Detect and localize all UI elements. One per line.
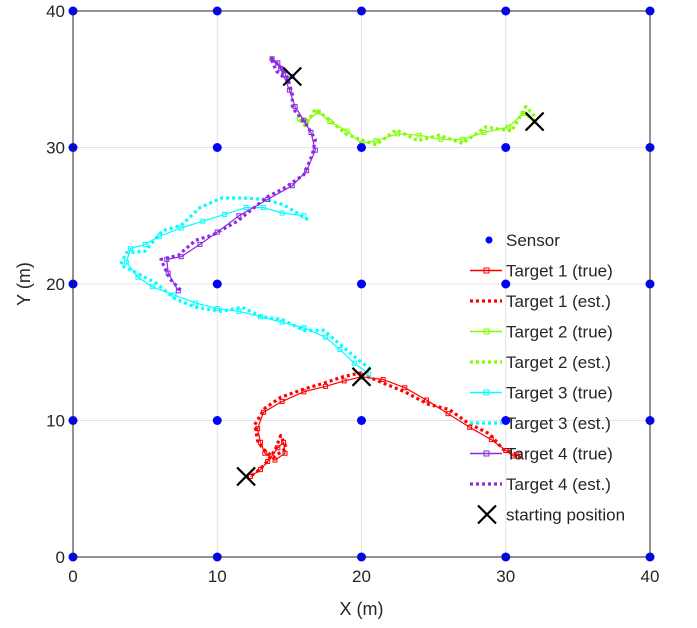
legend: Sensor Target 1 (true) Target 1 (est.) Targ… (470, 231, 625, 525)
y-tick-label: 30 (46, 139, 65, 158)
legend-cross-icon (477, 504, 497, 525)
target-2-true-marker (438, 136, 444, 142)
target-1-true-marker (359, 374, 364, 380)
x-axis-label: X (m) (340, 599, 384, 619)
target-1-true-marker (402, 385, 408, 391)
target-3-true-marker (128, 246, 134, 252)
target-3-true-marker (366, 371, 372, 377)
legend-target-4-true-marker (483, 450, 490, 457)
target-1-est-line (246, 371, 362, 480)
x-tick-label: 40 (641, 567, 660, 586)
legend-sensor-dot-icon (485, 236, 493, 244)
y-tick-label: 10 (46, 412, 65, 431)
legend-label: Target 3 (true) (506, 384, 613, 403)
target-1-true-marker (322, 383, 328, 389)
starting-position-marker (351, 367, 372, 387)
target-4-true-marker (197, 241, 203, 247)
target-2-true-marker (532, 119, 538, 125)
target-3-true-marker (221, 211, 227, 217)
target-3-true-marker (157, 233, 163, 239)
x-tick-label: 30 (496, 567, 515, 586)
target-2-true-marker (416, 132, 422, 138)
target-2-true-marker (459, 136, 465, 142)
target-3-true-marker (214, 306, 220, 312)
sensor-point (212, 279, 222, 289)
starting-position-marker (524, 111, 545, 132)
target-1-true-line (361, 376, 521, 457)
x-tick-label: 20 (352, 567, 371, 586)
sensor-point (501, 279, 511, 289)
sensor-point (357, 143, 366, 152)
target-1-true-marker (341, 378, 347, 384)
legend-label: Sensor (506, 231, 560, 250)
sensor-point (501, 143, 511, 152)
target-2-true-marker (373, 138, 379, 144)
y-tick-label: 0 (56, 548, 65, 567)
target-3-true-marker (337, 347, 343, 353)
sensor-point (212, 416, 222, 425)
target-1-est-line (360, 372, 523, 460)
legend-label: Target 2 (est.) (506, 353, 611, 372)
target-3-true-line (125, 207, 370, 375)
legend-label: Target 2 (true) (506, 323, 613, 342)
sensor-point (212, 143, 222, 152)
legend-label: Target 4 (est.) (506, 475, 611, 494)
target-3-true-marker (193, 300, 199, 306)
target-3-true-marker (178, 225, 184, 231)
target-3-true-marker (279, 210, 285, 216)
target-3-true-marker (200, 218, 206, 224)
target-3-true-marker (351, 360, 357, 366)
target-4-true-marker (178, 254, 184, 260)
data-series (119, 55, 538, 480)
legend-label: Target 1 (true) (506, 262, 613, 281)
axes-box (72, 10, 651, 558)
y-tick-label: 40 (46, 2, 65, 21)
target-4-true-marker (312, 147, 318, 153)
target-4-true-marker (289, 74, 295, 80)
y-tick-label: 20 (46, 275, 65, 294)
starting-position-marker (282, 66, 303, 87)
target-1-true-marker (279, 398, 285, 404)
target-3-true-marker (123, 259, 129, 265)
starting-positions (236, 66, 545, 487)
legend-label: Target 3 (est.) (506, 414, 611, 433)
target-1-true-line (250, 376, 362, 477)
target-1-true-marker (258, 467, 264, 473)
target-3-true-marker (149, 284, 155, 290)
target-1-true-marker (510, 453, 516, 459)
legend-target-2-true-marker (483, 328, 490, 335)
target-1-true-marker (445, 411, 451, 417)
target-4-true-marker (236, 213, 242, 219)
target-1-true-marker (423, 397, 429, 403)
target-3-true-marker (243, 205, 249, 211)
target-1-true-marker (282, 450, 288, 456)
legend-label: starting position (506, 506, 625, 525)
target-3-true-marker (135, 274, 141, 280)
target-2-true-marker (506, 124, 512, 130)
target-3-true-marker (322, 334, 328, 340)
target-3-true-marker (142, 241, 148, 247)
sensor-point (357, 279, 366, 289)
legend-label: Target 1 (est.) (506, 292, 611, 311)
legend-target-1-true-marker (483, 267, 490, 274)
target-2-true-marker (481, 129, 487, 135)
target-1-true-marker (380, 377, 386, 383)
sensor-point (357, 416, 366, 425)
tick-labels: 0 10 20 30 40 0 10 20 30 40 (46, 2, 659, 586)
target-3-true-marker (260, 205, 266, 211)
target-4-est-line (159, 55, 317, 294)
legend-target-3-true-marker (483, 389, 490, 396)
legend-label: Target 4 (true) (506, 445, 613, 464)
x-tick-label: 10 (208, 567, 227, 586)
target-2-est-line (295, 105, 536, 147)
starting-position-marker (236, 466, 256, 487)
x-tick-label: 0 (68, 567, 77, 586)
y-axis-label: Y (m) (14, 262, 34, 306)
sensor-point (501, 416, 511, 425)
